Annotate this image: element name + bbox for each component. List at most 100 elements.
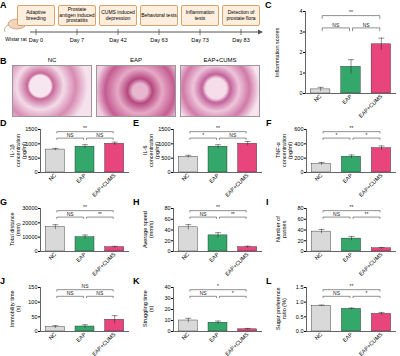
- svg-text:**: **: [350, 283, 354, 289]
- svg-text:60: 60: [297, 216, 303, 222]
- svg-text:EAP+CUMS: EAP+CUMS: [358, 331, 384, 356]
- svg-text:0.5: 0.5: [296, 314, 304, 320]
- svg-text:500: 500: [28, 155, 37, 161]
- svg-text:1: 1: [299, 70, 302, 76]
- svg-text:EAP+CUMS: EAP+CUMS: [358, 172, 384, 198]
- svg-text:**: **: [350, 125, 354, 131]
- svg-text:EAP+CUMS: EAP+CUMS: [224, 172, 250, 198]
- svg-text:*: *: [202, 132, 204, 138]
- svg-text:10000: 10000: [22, 234, 37, 240]
- svg-text:EAP: EAP: [75, 172, 87, 184]
- svg-text:EAP+CUMS: EAP+CUMS: [358, 93, 384, 119]
- svg-text:**: **: [231, 211, 235, 217]
- svg-text:NC: NC: [180, 331, 190, 341]
- svg-text:NS: NS: [200, 290, 208, 296]
- svg-text:600: 600: [294, 126, 303, 132]
- svg-text:NS: NS: [96, 290, 104, 296]
- svg-text:NS: NS: [67, 132, 75, 138]
- svg-text:20000: 20000: [22, 220, 37, 226]
- svg-text:EAP+CUMS: EAP+CUMS: [358, 251, 384, 277]
- svg-text:0.0: 0.0: [296, 328, 304, 334]
- svg-text:20: 20: [164, 238, 170, 244]
- svg-text:20: 20: [164, 306, 170, 312]
- svg-text:40: 40: [164, 227, 170, 233]
- svg-text:NS: NS: [229, 132, 237, 138]
- svg-text:500: 500: [161, 155, 170, 161]
- svg-text:0: 0: [34, 248, 37, 254]
- svg-text:EAP: EAP: [208, 172, 220, 184]
- svg-text:NC: NC: [314, 172, 324, 182]
- svg-text:NC: NC: [314, 331, 324, 341]
- svg-text:EAP+CUMS: EAP+CUMS: [224, 251, 250, 277]
- svg-text:NS: NS: [333, 211, 341, 217]
- svg-text:**: **: [216, 125, 220, 131]
- svg-text:200: 200: [294, 155, 303, 161]
- svg-text:NC: NC: [47, 172, 57, 182]
- svg-text:EAP+CUMS: EAP+CUMS: [91, 251, 117, 277]
- svg-text:EAP: EAP: [208, 331, 220, 343]
- svg-text:**: **: [98, 211, 102, 217]
- svg-text:60: 60: [164, 216, 170, 222]
- svg-text:10: 10: [164, 317, 170, 323]
- svg-text:EAP: EAP: [208, 251, 220, 263]
- svg-text:1500: 1500: [25, 126, 37, 132]
- svg-text:1000: 1000: [158, 141, 170, 147]
- svg-text:0: 0: [167, 169, 170, 175]
- svg-text:NS: NS: [67, 211, 75, 217]
- svg-text:40: 40: [297, 227, 303, 233]
- svg-text:0: 0: [167, 248, 170, 254]
- svg-text:1000: 1000: [25, 141, 37, 147]
- svg-text:NC: NC: [180, 172, 190, 182]
- svg-text:EAP: EAP: [341, 251, 353, 263]
- svg-text:NS: NS: [363, 22, 371, 28]
- svg-text:EAP: EAP: [75, 331, 87, 343]
- svg-text:**: **: [350, 204, 354, 210]
- svg-text:30: 30: [164, 295, 170, 301]
- svg-text:0: 0: [34, 169, 37, 175]
- svg-text:150: 150: [28, 284, 37, 290]
- svg-text:NC: NC: [314, 251, 324, 261]
- svg-text:NS: NS: [82, 283, 90, 289]
- svg-text:400: 400: [294, 141, 303, 147]
- svg-text:EAP+CUMS: EAP+CUMS: [224, 331, 250, 356]
- svg-text:0: 0: [300, 248, 303, 254]
- svg-text:50: 50: [31, 314, 37, 320]
- svg-text:80: 80: [164, 205, 170, 211]
- svg-text:40: 40: [164, 284, 170, 290]
- svg-text:*: *: [366, 132, 368, 138]
- svg-text:**: **: [83, 125, 87, 131]
- svg-text:NS: NS: [96, 132, 104, 138]
- svg-text:*: *: [217, 283, 219, 289]
- svg-text:**: **: [83, 204, 87, 210]
- svg-text:EAP: EAP: [341, 93, 353, 105]
- svg-text:20: 20: [297, 238, 303, 244]
- svg-text:EAP: EAP: [75, 251, 87, 263]
- svg-text:80: 80: [297, 205, 303, 211]
- svg-text:*: *: [232, 290, 234, 296]
- svg-text:NS: NS: [332, 22, 340, 28]
- svg-text:**: **: [216, 204, 220, 210]
- svg-text:0: 0: [300, 169, 303, 175]
- svg-text:**: **: [365, 211, 369, 217]
- svg-text:1.0: 1.0: [296, 299, 304, 305]
- svg-text:NC: NC: [47, 251, 57, 261]
- svg-text:NS: NS: [67, 290, 75, 296]
- svg-text:**: **: [349, 9, 353, 15]
- svg-text:1.5: 1.5: [296, 284, 304, 290]
- svg-text:*: *: [336, 132, 338, 138]
- svg-text:EAP: EAP: [341, 172, 353, 184]
- svg-text:0: 0: [167, 328, 170, 334]
- svg-text:4: 4: [299, 8, 302, 14]
- svg-text:*: *: [366, 290, 368, 296]
- svg-text:1500: 1500: [158, 126, 170, 132]
- svg-text:3: 3: [299, 29, 302, 35]
- svg-text:0: 0: [34, 328, 37, 334]
- svg-text:0: 0: [299, 90, 302, 96]
- svg-text:NC: NC: [180, 251, 190, 261]
- svg-text:EAP+CUMS: EAP+CUMS: [91, 331, 117, 356]
- svg-text:100: 100: [28, 299, 37, 305]
- svg-text:NS: NS: [333, 290, 341, 296]
- svg-text:NS: NS: [200, 211, 208, 217]
- svg-text:EAP+CUMS: EAP+CUMS: [91, 172, 117, 198]
- svg-text:EAP: EAP: [341, 331, 353, 343]
